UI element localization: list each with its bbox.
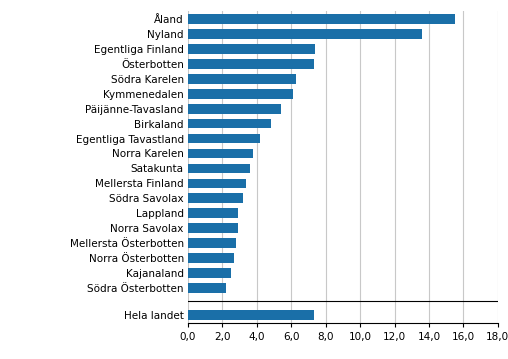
Bar — [188, 59, 313, 69]
Bar — [188, 44, 315, 54]
Bar — [188, 29, 422, 39]
Bar — [188, 268, 231, 278]
Bar — [188, 134, 260, 143]
Bar — [188, 119, 271, 129]
Bar — [188, 209, 238, 218]
Bar — [188, 310, 313, 320]
Bar — [188, 89, 293, 99]
Bar — [188, 238, 236, 248]
Bar — [188, 104, 281, 113]
Bar — [188, 164, 250, 173]
Bar — [188, 253, 235, 263]
Bar — [188, 283, 226, 293]
Bar — [188, 178, 246, 188]
Bar — [188, 223, 238, 233]
Bar — [188, 194, 243, 203]
Bar — [188, 74, 297, 84]
Bar — [188, 149, 253, 158]
Bar — [188, 14, 455, 24]
